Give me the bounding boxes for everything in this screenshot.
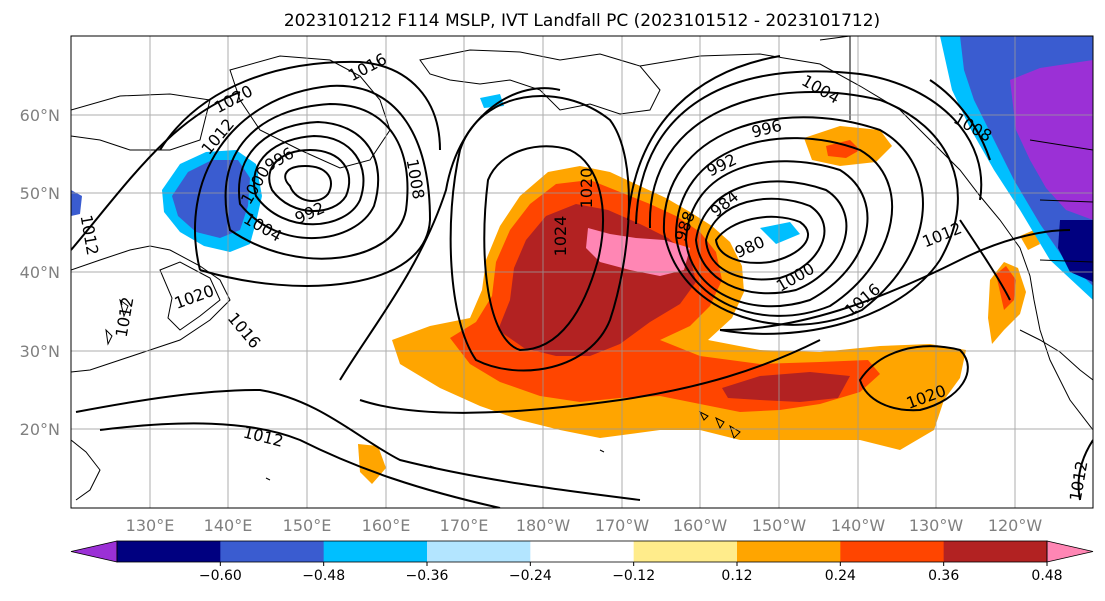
colorbar-tick-label: −0.12 xyxy=(612,568,655,584)
contour-low-e-1008 xyxy=(635,70,983,225)
lon-label: 170°W xyxy=(595,516,650,535)
colorbar-bin xyxy=(530,541,635,562)
colorbar-tick-label: −0.48 xyxy=(302,568,345,584)
map-frame xyxy=(70,35,1094,509)
lon-label: 170°E xyxy=(440,516,489,535)
colorbar-frame xyxy=(116,540,1048,563)
contour-low-e-980 xyxy=(714,215,810,264)
lat-label: 20°N xyxy=(20,420,60,439)
contour-low-w-992 xyxy=(284,164,333,202)
contour-low-e-992 xyxy=(684,160,869,308)
contour-low-w-996 xyxy=(268,148,351,212)
lon-label: 130°E xyxy=(126,516,175,535)
contour-1012-south xyxy=(359,339,821,414)
colorbar-tick-label: 0.36 xyxy=(928,568,959,584)
colorbar-bin xyxy=(633,541,738,562)
lon-label: 180°W xyxy=(516,516,571,535)
colorbar: −0.60 −0.48 −0.36 −0.24 −0.12 0.12 0.24 0.36 0.4… xyxy=(70,540,1094,584)
colorbar-bin xyxy=(737,541,841,562)
ivt-neg-blue-nw xyxy=(172,160,250,238)
lat-labels: 60°N 50°N 40°N 30°N 20°N xyxy=(20,106,60,439)
lon-label: 140°W xyxy=(831,516,886,535)
colorbar-bin xyxy=(323,541,428,562)
contour-low-e-1012 xyxy=(627,55,1011,301)
lat-label: 40°N xyxy=(20,263,60,282)
contour-low-e-984 xyxy=(704,197,826,281)
colorbar-tick-label: 0.48 xyxy=(1031,568,1062,584)
mslp-contours xyxy=(71,55,1093,508)
lat-label: 60°N xyxy=(20,106,60,125)
lon-label: 160°W xyxy=(673,516,728,535)
lon-label: 140°E xyxy=(204,516,253,535)
contour-1012-sw xyxy=(99,422,501,508)
lon-labels: 130°E 140°E 150°E 160°E 170°E 180°W 170°… xyxy=(126,516,1043,535)
colorbar-extend-low xyxy=(70,540,118,563)
lon-label: 130°W xyxy=(909,516,964,535)
contour-high-1016 xyxy=(339,87,561,381)
contour-label: 1024 xyxy=(551,216,570,257)
contour-1012-se xyxy=(1077,439,1093,501)
colorbar-bin xyxy=(220,541,325,562)
ivt-neg-small-gulf xyxy=(760,222,800,244)
map-panel: 1016 1020 1012 996 992 1000 1004 1008 10… xyxy=(71,36,1093,508)
colorbar-bin xyxy=(943,541,1048,562)
contour-1020-east xyxy=(858,345,969,412)
colorbar-extend-high xyxy=(1046,540,1094,563)
contour-low-e-988 xyxy=(694,180,848,295)
lon-label: 150°W xyxy=(752,516,807,535)
contour-1008-ca xyxy=(929,79,991,161)
lon-label: 160°E xyxy=(362,516,411,535)
lat-label: 50°N xyxy=(20,184,60,203)
contour-low-e-996 xyxy=(674,137,894,317)
ivt-neg-small-bering xyxy=(480,94,504,108)
colorbar-tick-label: 0.24 xyxy=(825,568,856,584)
contour-1016-north xyxy=(159,60,441,151)
contour-low-w-1004 xyxy=(237,120,380,239)
figure-title: 2023101212 F114 MSLP, IVT Landfall PC (2… xyxy=(284,11,880,31)
contour-label: 1020 xyxy=(577,168,596,209)
contour-low-e-1004 xyxy=(648,91,959,335)
ivt-shading xyxy=(71,36,1093,484)
gridlines xyxy=(71,36,1093,508)
contour-low-e-1000 xyxy=(662,116,924,326)
ivt-wc-red xyxy=(996,266,1016,310)
contour-1020-nw xyxy=(71,91,241,251)
ivt-neg-purple-ca xyxy=(1010,60,1093,220)
contour-1012-far-south xyxy=(75,388,641,501)
contour-low-w-1008 xyxy=(224,102,409,260)
colorbar-tick-label: −0.36 xyxy=(406,568,449,584)
ivt-core-darkred-east xyxy=(722,372,850,402)
lon-label: 150°E xyxy=(283,516,332,535)
contour-high-1024 xyxy=(483,145,604,352)
contour-1016-east xyxy=(719,229,1071,331)
colorbar-bin xyxy=(117,541,221,562)
contour-low-w-1012 xyxy=(194,84,432,287)
contour-high-1020 xyxy=(449,95,630,372)
colorbar-tick-label: 0.12 xyxy=(721,568,752,584)
colorbar-tick-label: −0.60 xyxy=(199,568,242,584)
ivt-goa-red xyxy=(826,140,860,158)
ivt-neg-small-west xyxy=(71,190,82,216)
lat-label: 30°N xyxy=(20,342,60,361)
ivt-plume-pink xyxy=(586,228,690,276)
colorbar-bin xyxy=(427,541,531,562)
colorbar-bin xyxy=(840,541,945,562)
contour-low-w-1000 xyxy=(253,134,365,226)
colorbar-tick-label: −0.24 xyxy=(509,568,552,584)
lon-label: 120°W xyxy=(988,516,1043,535)
ivt-neg-navy-ca xyxy=(1058,220,1093,282)
